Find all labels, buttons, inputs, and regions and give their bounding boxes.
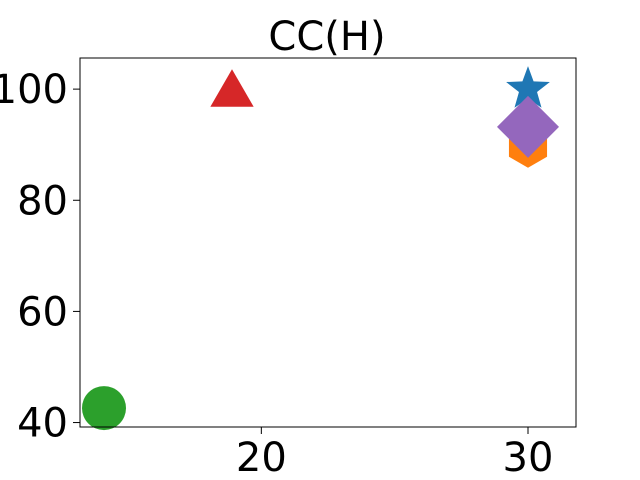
- scatter-point-triangle: [210, 69, 254, 107]
- plot-frame: [79, 57, 577, 428]
- scatter-point-star: [506, 66, 550, 108]
- marks-layer: [82, 66, 559, 431]
- x-tick-label: 20: [236, 435, 287, 480]
- chart-title: CC(H): [268, 14, 385, 60]
- ticks-layer: 20 30 40 60 80 100: [0, 67, 553, 480]
- y-tick-label: 60: [17, 289, 68, 335]
- y-tick-label: 40: [17, 401, 68, 447]
- x-tick-label: 30: [503, 435, 554, 480]
- y-tick-label: 80: [17, 178, 68, 224]
- scatter-point-diamond: [497, 95, 559, 158]
- y-tick-label: 100: [0, 67, 68, 113]
- scatter-point-circle: [82, 386, 126, 431]
